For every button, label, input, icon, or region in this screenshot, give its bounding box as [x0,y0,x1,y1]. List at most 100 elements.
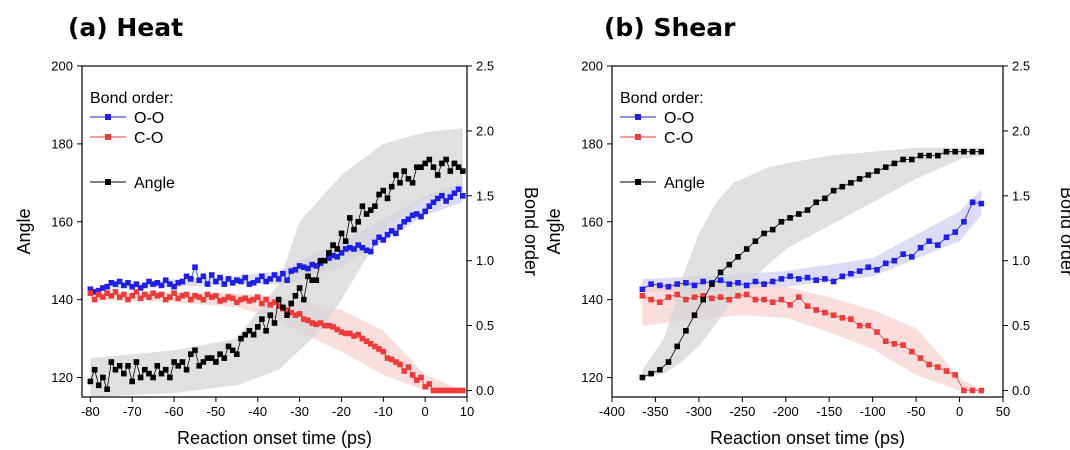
data-point [229,295,236,302]
data-point [761,281,767,287]
data-point [196,363,202,369]
data-point [263,328,269,334]
data-point [200,273,207,280]
data-point [225,343,232,350]
legend-marker [635,134,641,140]
data-point [108,280,115,286]
data-point [267,276,274,282]
data-point [142,366,148,373]
data-point [388,356,395,363]
x-tick-label: -50 [207,404,226,419]
series-co [639,291,985,394]
data-point [430,199,437,206]
data-point [133,289,140,295]
legend-item-angle: Angle [90,175,175,192]
data-point [355,331,361,338]
data-point [969,148,976,155]
data-point [717,277,724,283]
data-point [351,333,357,339]
data-point [405,216,412,222]
data-point [935,242,941,248]
data-point [217,351,223,357]
data-point [865,172,872,178]
data-point [112,289,119,295]
data-point [447,194,454,200]
data-point [121,291,127,298]
data-point [769,226,776,233]
band-angle [90,128,463,398]
data-point [250,296,257,303]
data-point [856,268,863,274]
data-point [305,265,311,272]
data-point [969,199,976,206]
y2-tick-label: 2.5 [1012,59,1030,74]
data-point [443,198,449,204]
data-point [242,295,248,302]
data-point [108,359,115,365]
x-axis: -400 -350 -300 -250 -200 -150 -100 -50 0 50 Reacti… [599,397,1010,448]
data-point [95,382,102,389]
data-point [108,293,115,299]
data-point [121,282,127,289]
data-point [162,296,169,303]
data-point [434,195,441,202]
x-tick-label: -300 [686,404,712,419]
data-point [804,274,811,281]
data-point [104,290,110,296]
data-point [648,370,654,377]
data-point [917,244,924,251]
x-tick-label: -20 [332,404,351,419]
data-point [787,273,793,280]
y-axis-right: 0.0 0.5 1.0 1.5 2.0 2.5 Bond order [1003,59,1070,398]
data-point [422,160,428,167]
x-tick-label: 0 [422,404,429,419]
data-point [639,293,646,299]
data-point [87,290,94,296]
data-point [455,164,462,170]
series-co [87,289,466,394]
y2-tick-label: 2.0 [1012,123,1030,138]
data-point [338,329,345,335]
data-point [275,296,282,303]
series-line [642,294,982,391]
legend-item-angle: Angle [620,175,705,192]
series-line [642,151,982,378]
data-point [171,290,177,296]
data-point [978,200,985,207]
y-axis-right: 0.0 0.5 1.0 1.5 2.0 2.5 Bond order [467,59,541,398]
data-point [150,281,156,287]
legend-label: C-O [134,130,163,147]
data-point [192,293,198,299]
data-point [301,264,307,270]
y2-tick-label: 0.0 [1012,383,1030,398]
data-point [813,307,819,313]
data-point [822,195,828,202]
data-point [856,322,863,329]
data-point [355,219,361,225]
data-point [125,363,131,369]
data-point [674,343,680,350]
data-point [426,156,433,163]
data-point [334,254,341,260]
data-point [839,273,846,280]
data-point [284,312,290,318]
data-point [726,281,733,287]
y2-tick-label: 0.5 [476,318,494,333]
data-point [271,299,278,305]
data-point [321,322,328,329]
series-line [642,201,982,290]
data-point [778,219,785,225]
data-point [326,322,332,329]
data-point [142,282,148,289]
data-point [263,296,269,303]
data-point [455,387,462,394]
legend-marker [105,134,111,140]
data-point [657,282,663,289]
y2-tick-label: 0.0 [476,383,494,398]
y-axis-title: Angle [14,208,34,254]
y-tick-label: 120 [581,370,603,385]
data-point [129,293,135,299]
data-point [125,296,131,303]
legend-item-oo: O-O [90,110,164,127]
data-point [288,300,294,307]
